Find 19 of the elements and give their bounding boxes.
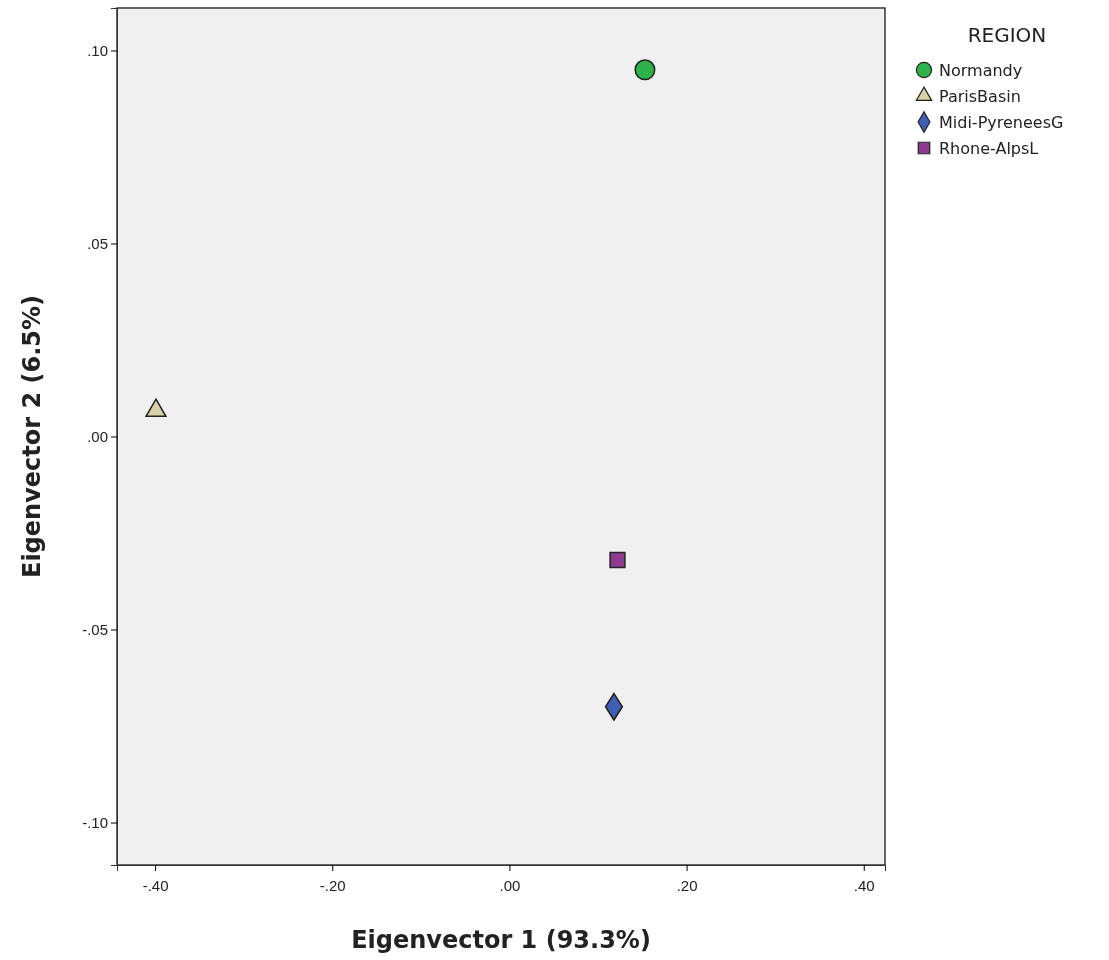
y-tick-label: .10	[87, 41, 108, 59]
y-tick-label: -.10	[82, 813, 108, 831]
x-tick-label: -.20	[319, 876, 346, 894]
y-axis-title: Eigenvector 2 (6.5%)	[18, 294, 46, 579]
y-tick-label: .00	[87, 427, 108, 445]
legend-label: Midi-PyreneesG	[939, 113, 1064, 132]
y-tick-label: -.05	[82, 620, 108, 638]
legend-label: Rhone-AlpsL	[939, 139, 1039, 158]
legend-title: REGION	[967, 23, 1047, 47]
point	[634, 59, 656, 81]
x-axis-title: Eigenvector 1 (93.3%)	[351, 926, 651, 954]
x-tick-label: .40	[853, 876, 875, 894]
x-tick-label: -.40	[142, 876, 169, 894]
x-tick-label: .00	[499, 876, 521, 894]
legend-label: ParisBasin	[939, 87, 1021, 106]
x-tick-label: .20	[676, 876, 698, 894]
point	[609, 551, 626, 569]
legend-label: Normandy	[939, 61, 1023, 80]
y-tick-label: .05	[87, 234, 108, 252]
